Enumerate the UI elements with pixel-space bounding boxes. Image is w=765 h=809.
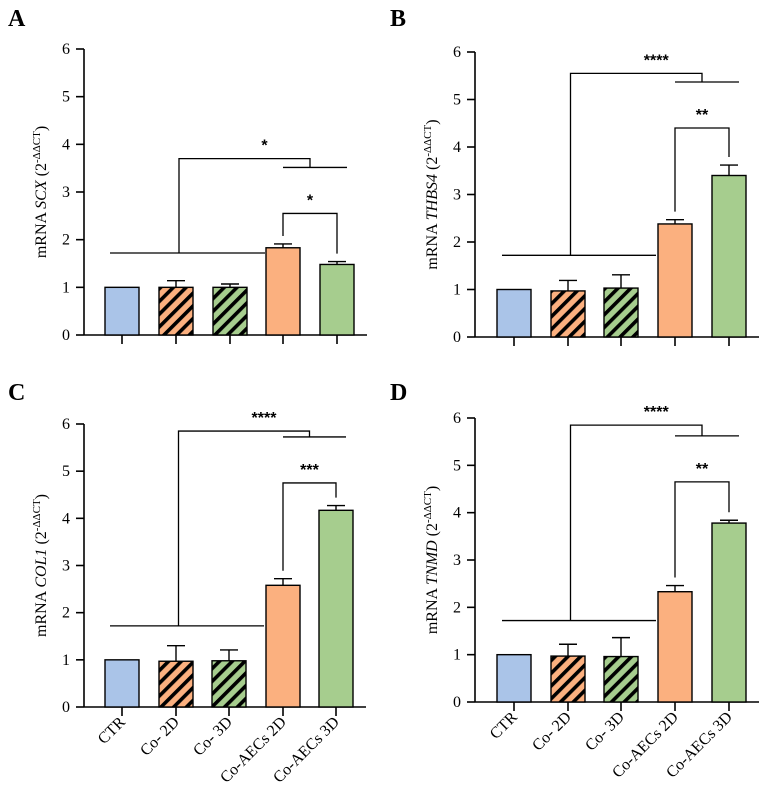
significance-bracket-pair: ***	[282, 462, 337, 571]
y-tick-label: 2	[453, 599, 461, 616]
y-tick-label: 5	[453, 92, 461, 109]
y-tick-label: 2	[453, 234, 461, 251]
bar-ctr	[104, 286, 140, 336]
significance-stars: *	[307, 192, 314, 209]
panel-A: A 0 1 2 3 4 5 6 mRNA SCX (2-ΔΔCT) * *	[8, 6, 367, 344]
error-bar	[666, 584, 684, 592]
y-axis-label: mRNA TNMD (2-ΔΔCT)	[422, 486, 441, 634]
significance-stars: ****	[644, 404, 670, 421]
y-tick-label: 5	[453, 457, 461, 474]
panel-letter: C	[8, 380, 25, 406]
y-tick-label: 3	[453, 187, 461, 204]
significance-stars: **	[696, 107, 709, 124]
error-bar	[720, 519, 738, 524]
bar-co-aecs-3d	[318, 509, 354, 708]
significance-bracket-group: ****	[502, 404, 739, 622]
error-bar	[220, 649, 238, 661]
y-tick-label: 6	[453, 44, 461, 61]
y-axis-label: mRNA THBS4 (2-ΔΔCT)	[422, 119, 441, 269]
y-tick-label: 5	[62, 463, 70, 480]
y-axis-label: mRNA SCX (2-ΔΔCT)	[31, 126, 50, 258]
bar-co-3d	[603, 287, 639, 338]
error-bar	[666, 218, 684, 224]
significance-bracket-group: ****	[110, 410, 346, 627]
y-tick-label: 1	[453, 647, 461, 664]
y-tick-label: 3	[62, 558, 70, 575]
y-tick-label: 2	[62, 232, 70, 249]
x-category-label: CTR	[487, 709, 521, 743]
bar-co-3d	[212, 286, 248, 336]
bar-co-2d	[550, 290, 586, 338]
y-tick-label: 6	[62, 41, 70, 58]
significance-bracket-pair: **	[674, 107, 730, 212]
panel-letter: A	[8, 6, 26, 32]
y-tick-label: 0	[453, 329, 461, 346]
x-category-label: Co- 2D	[529, 709, 575, 755]
y-tick-label: 3	[62, 184, 70, 201]
y-tick-label: 0	[62, 327, 70, 344]
bar-co-aecs-3d	[711, 522, 747, 703]
significance-stars: ****	[644, 52, 670, 69]
panel-letter: D	[390, 380, 407, 406]
error-bar	[612, 274, 630, 289]
y-tick-label: 4	[453, 505, 461, 522]
error-bar	[327, 504, 345, 511]
bar-co-aecs-2d	[265, 247, 301, 336]
y-tick-label: 3	[453, 552, 461, 569]
y-tick-label: 6	[453, 410, 461, 427]
y-tick-label: 4	[62, 510, 70, 527]
error-bar	[328, 260, 346, 265]
panel-D: D 0 1 2 3 4 5 6 mRNA TNMD (2-ΔΔCT) CTR Co- 2D Co- 3…	[390, 380, 759, 781]
bar-co-2d	[550, 655, 586, 703]
error-bar	[274, 243, 292, 248]
panel-C: C 0 1 2 3 4 5 6 mRNA COL1 (2-ΔΔCT) CTR Co- 2D Co- 3…	[8, 380, 366, 786]
error-bar	[221, 283, 239, 288]
significance-bracket-group: ****	[502, 52, 739, 256]
significance-stars: ***	[300, 462, 319, 479]
panel-letter: B	[390, 6, 406, 32]
y-tick-label: 1	[62, 279, 70, 296]
bar-ctr	[104, 659, 140, 708]
y-tick-label: 6	[62, 416, 70, 433]
error-bar	[167, 279, 185, 288]
significance-stars: **	[696, 461, 709, 478]
y-tick-label: 0	[453, 694, 461, 711]
error-bar	[720, 164, 738, 176]
error-bar	[559, 279, 577, 291]
error-bar	[559, 643, 577, 657]
y-tick-label: 1	[453, 282, 461, 299]
bar-co-aecs-2d	[657, 591, 693, 703]
bar-co-aecs-2d	[265, 584, 301, 708]
x-category-label: Co- 3D	[582, 709, 628, 755]
y-tick-label: 4	[62, 136, 70, 153]
y-axis-label: mRNA COL1 (2-ΔΔCT)	[31, 494, 50, 637]
bar-co-3d	[603, 655, 639, 703]
significance-bracket-pair: *	[282, 192, 338, 254]
significance-bracket-pair: **	[674, 461, 730, 578]
y-tick-label: 4	[453, 139, 461, 156]
bar-co-3d	[211, 660, 247, 708]
bar-co-2d	[158, 660, 194, 708]
significance-stars: *	[261, 138, 268, 155]
error-bar	[274, 578, 292, 586]
bar-ctr	[496, 288, 532, 338]
bar-co-aecs-2d	[657, 223, 693, 338]
bar-co-2d	[158, 286, 194, 336]
x-category-label: Co- 2D	[137, 714, 183, 760]
bar-co-aecs-3d	[319, 263, 355, 336]
significance-stars: ****	[252, 410, 278, 427]
x-category-label: Co- 3D	[190, 714, 236, 760]
bar-co-aecs-3d	[711, 174, 747, 338]
y-tick-label: 5	[62, 89, 70, 106]
significance-bracket-group: *	[110, 138, 347, 254]
error-bar	[612, 636, 630, 657]
x-category-label: CTR	[95, 714, 129, 748]
error-bar	[167, 644, 185, 662]
y-tick-label: 2	[62, 605, 70, 622]
y-tick-label: 0	[62, 699, 70, 716]
bar-ctr	[496, 653, 532, 703]
y-tick-label: 1	[62, 652, 70, 669]
